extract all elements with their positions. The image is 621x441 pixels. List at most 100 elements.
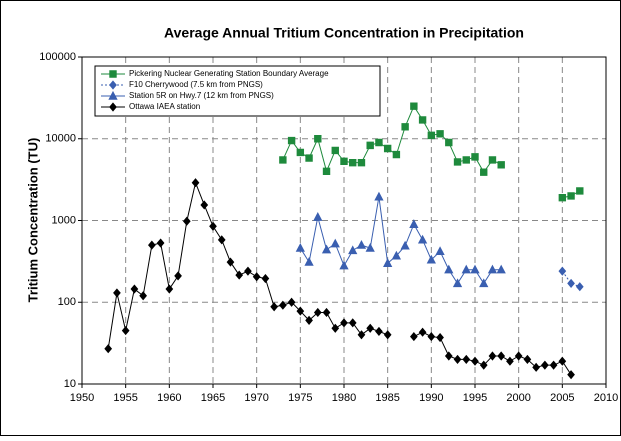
marker — [366, 323, 375, 333]
marker — [558, 356, 567, 366]
marker — [174, 271, 182, 281]
marker — [417, 234, 428, 244]
marker — [462, 354, 471, 364]
marker — [330, 238, 340, 248]
marker — [182, 216, 191, 226]
y-tick-label: 1000 — [52, 214, 76, 226]
marker — [200, 200, 209, 210]
x-tick-label: 2000 — [506, 392, 530, 404]
marker — [496, 264, 506, 274]
marker — [410, 332, 418, 342]
marker — [287, 297, 296, 307]
marker — [296, 148, 305, 157]
marker — [523, 354, 532, 364]
marker — [340, 318, 348, 328]
marker — [113, 288, 121, 298]
marker — [279, 156, 287, 164]
marker — [287, 136, 296, 145]
marker — [139, 291, 147, 301]
marker — [348, 245, 358, 255]
y-tick-label: 10000 — [45, 133, 76, 145]
marker — [436, 130, 444, 138]
marker — [444, 351, 453, 361]
marker — [244, 266, 252, 276]
x-tick-label: 1955 — [113, 392, 137, 404]
legend-label: Station 5R on Hwy.7 (12 km from PNGS) — [129, 91, 274, 100]
marker — [400, 240, 410, 250]
marker — [497, 351, 506, 361]
marker — [191, 178, 200, 188]
x-tick-label: 1970 — [244, 392, 268, 404]
marker — [488, 351, 497, 361]
marker — [418, 116, 427, 124]
marker — [322, 167, 331, 175]
chart-title: Average Annual Tritium Concentration in … — [164, 25, 524, 41]
marker — [470, 264, 480, 274]
marker — [452, 278, 463, 288]
x-tick-label: 1980 — [332, 392, 356, 404]
marker — [445, 138, 453, 147]
marker — [217, 235, 226, 245]
x-tick-label: 1965 — [201, 392, 225, 404]
marker — [313, 307, 322, 318]
marker — [322, 307, 331, 318]
marker — [558, 194, 567, 202]
marker — [270, 302, 278, 312]
legend-label: F10 Cherrywood (7.5 km from PNGS) — [129, 80, 263, 89]
marker — [357, 330, 366, 340]
plot-frame — [81, 56, 607, 385]
marker — [321, 244, 332, 254]
x-tick-label: 1960 — [157, 392, 181, 404]
marker — [130, 284, 139, 294]
x-tick-label: 1950 — [70, 392, 94, 404]
marker — [109, 102, 117, 112]
marker — [304, 257, 314, 266]
marker — [426, 254, 436, 264]
marker — [576, 187, 584, 195]
y-axis-label: Tritium Concentration (TU) — [25, 138, 40, 303]
marker — [252, 272, 261, 282]
x-tick-label: 1995 — [463, 392, 487, 404]
marker — [532, 362, 540, 372]
y-tick-label: 100 — [58, 296, 76, 308]
marker — [340, 157, 348, 165]
marker — [514, 351, 523, 361]
marker — [305, 154, 313, 162]
marker — [313, 212, 323, 221]
marker — [471, 356, 479, 366]
marker — [226, 257, 235, 267]
marker — [305, 315, 313, 325]
marker — [453, 158, 462, 166]
marker — [356, 240, 367, 249]
marker — [156, 238, 165, 248]
marker — [365, 242, 375, 252]
marker — [506, 356, 514, 366]
marker — [427, 332, 436, 342]
marker — [331, 323, 340, 333]
marker — [480, 168, 488, 176]
marker — [497, 161, 505, 169]
legend-label: Ottawa IAEA station — [129, 102, 200, 111]
marker — [567, 192, 575, 200]
y-tick-label: 10 — [64, 378, 76, 390]
marker — [567, 370, 575, 380]
marker — [148, 240, 156, 250]
marker — [461, 264, 471, 274]
marker — [575, 282, 584, 292]
marker — [488, 156, 497, 164]
marker — [471, 153, 479, 161]
marker — [357, 158, 366, 167]
marker — [165, 284, 174, 294]
marker — [462, 156, 470, 164]
x-tick-label: 1985 — [375, 392, 399, 404]
marker — [418, 327, 427, 337]
marker — [549, 360, 558, 370]
marker — [339, 260, 349, 270]
x-tick-label: 1990 — [419, 392, 443, 404]
marker — [409, 219, 419, 228]
x-tick-label: 2005 — [550, 392, 574, 404]
marker — [108, 90, 118, 100]
marker — [479, 360, 488, 370]
marker — [261, 273, 270, 284]
